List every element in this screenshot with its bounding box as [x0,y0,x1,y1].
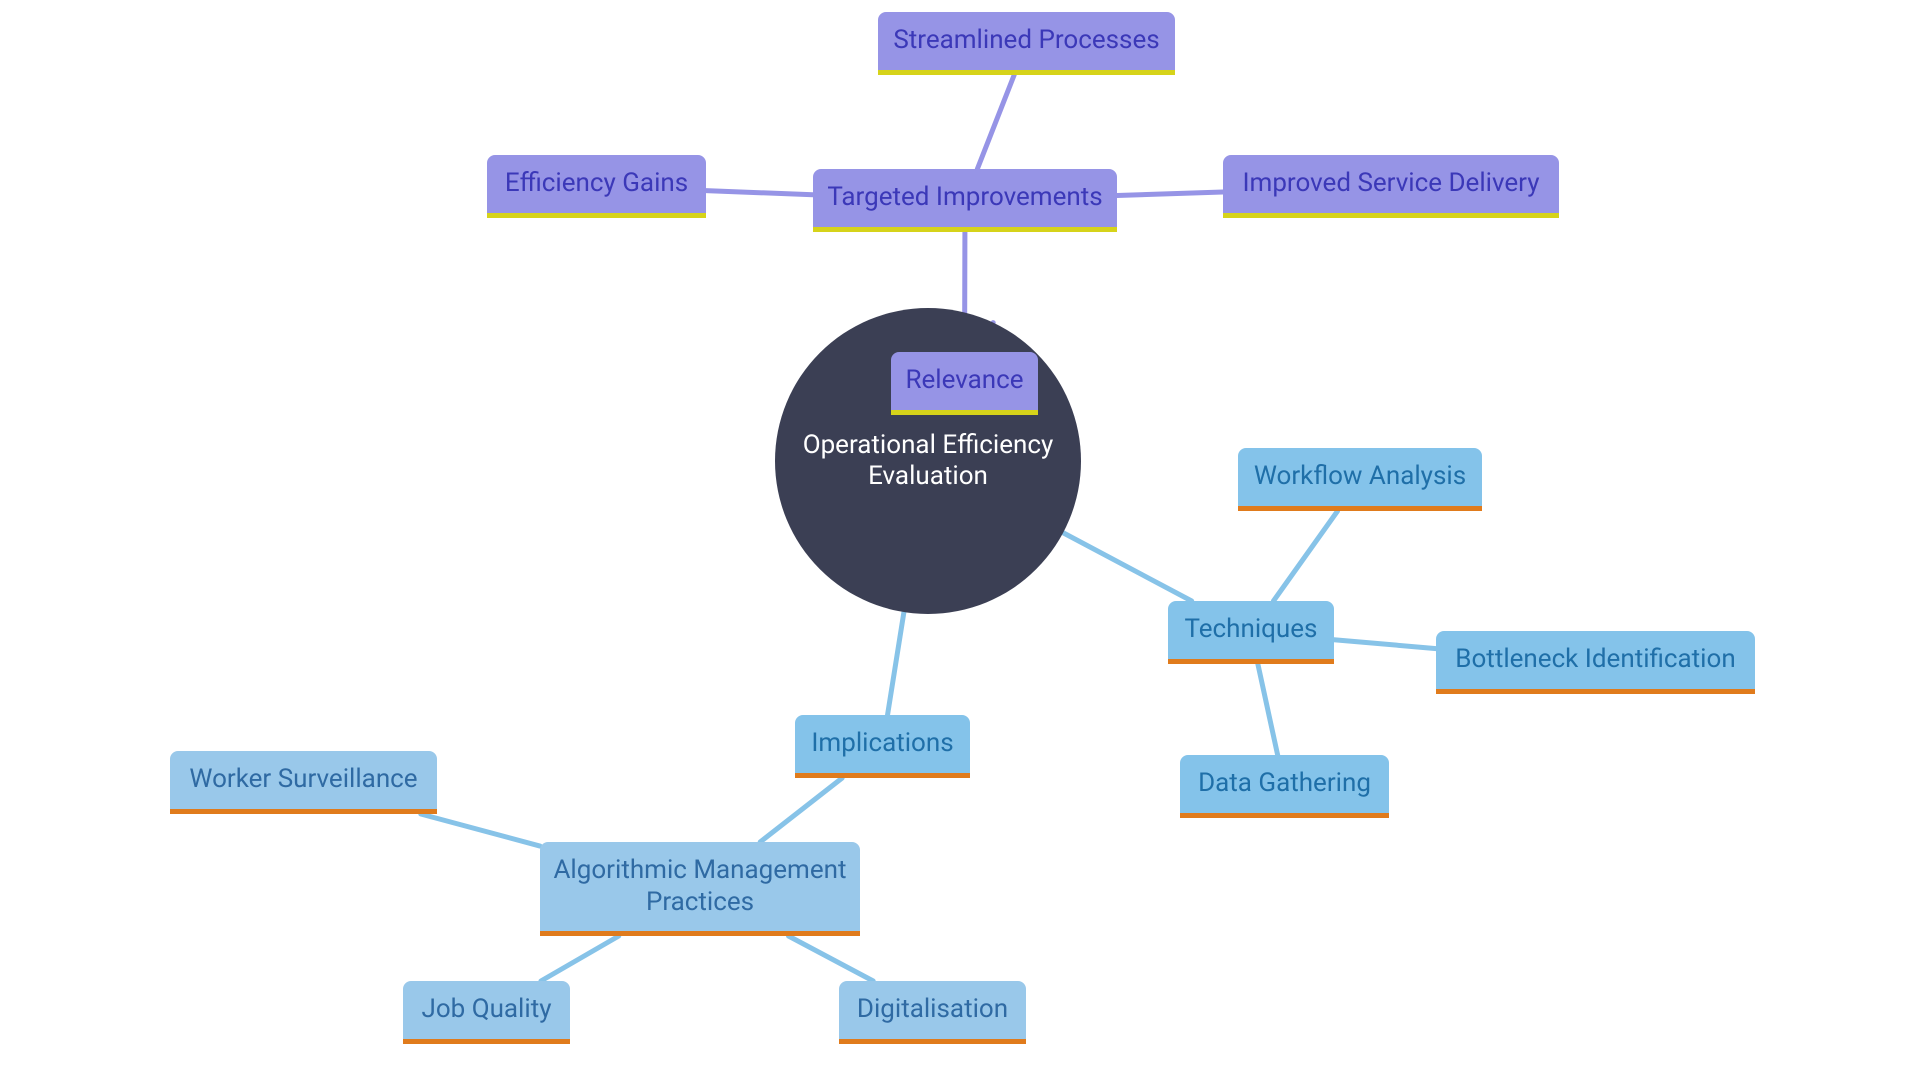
node-label: Algorithmic Management Practices [553,855,846,917]
node-label: Bottleneck Identification [1455,644,1735,675]
edge [1258,664,1278,755]
node-label: Job Quality [421,994,551,1025]
node-techniques: Techniques [1168,601,1334,664]
node-algo: Algorithmic Management Practices [540,842,860,936]
node-label: Techniques [1185,614,1318,645]
diagram-canvas: Operational Efficiency Evaluation Relevan… [0,0,1920,1080]
node-implications: Implications [795,715,970,778]
node-relevance: Relevance [891,352,1038,415]
edge [706,191,813,195]
node-label: Operational Efficiency Evaluation [803,430,1054,492]
node-label: Streamlined Processes [893,25,1159,56]
edge [788,936,873,981]
node-bottleneck: Bottleneck Identification [1436,631,1755,694]
edge [888,612,904,715]
edge [760,778,842,842]
edge [541,936,619,981]
node-datagather: Data Gathering [1180,755,1389,818]
node-label: Worker Surveillance [189,764,417,795]
node-workflow: Workflow Analysis [1238,448,1482,511]
node-improved: Improved Service Delivery [1223,155,1559,218]
node-label: Implications [811,728,953,759]
node-label: Workflow Analysis [1254,461,1466,492]
node-label: Digitalisation [857,994,1008,1025]
node-label: Improved Service Delivery [1242,168,1539,199]
edge [1273,511,1337,601]
node-efficiency: Efficiency Gains [487,155,706,218]
edge [1334,640,1436,649]
edge [1063,533,1192,601]
node-label: Targeted Improvements [827,182,1102,213]
node-digital: Digitalisation [839,981,1026,1044]
edge [1117,192,1223,195]
node-label: Relevance [905,365,1023,396]
edge [977,75,1014,169]
node-worker: Worker Surveillance [170,751,437,814]
node-targeted: Targeted Improvements [813,169,1117,232]
edge [421,814,540,846]
node-label: Data Gathering [1198,768,1371,799]
node-label: Efficiency Gains [505,168,688,199]
node-streamlined: Streamlined Processes [878,12,1175,75]
node-jobq: Job Quality [403,981,570,1044]
